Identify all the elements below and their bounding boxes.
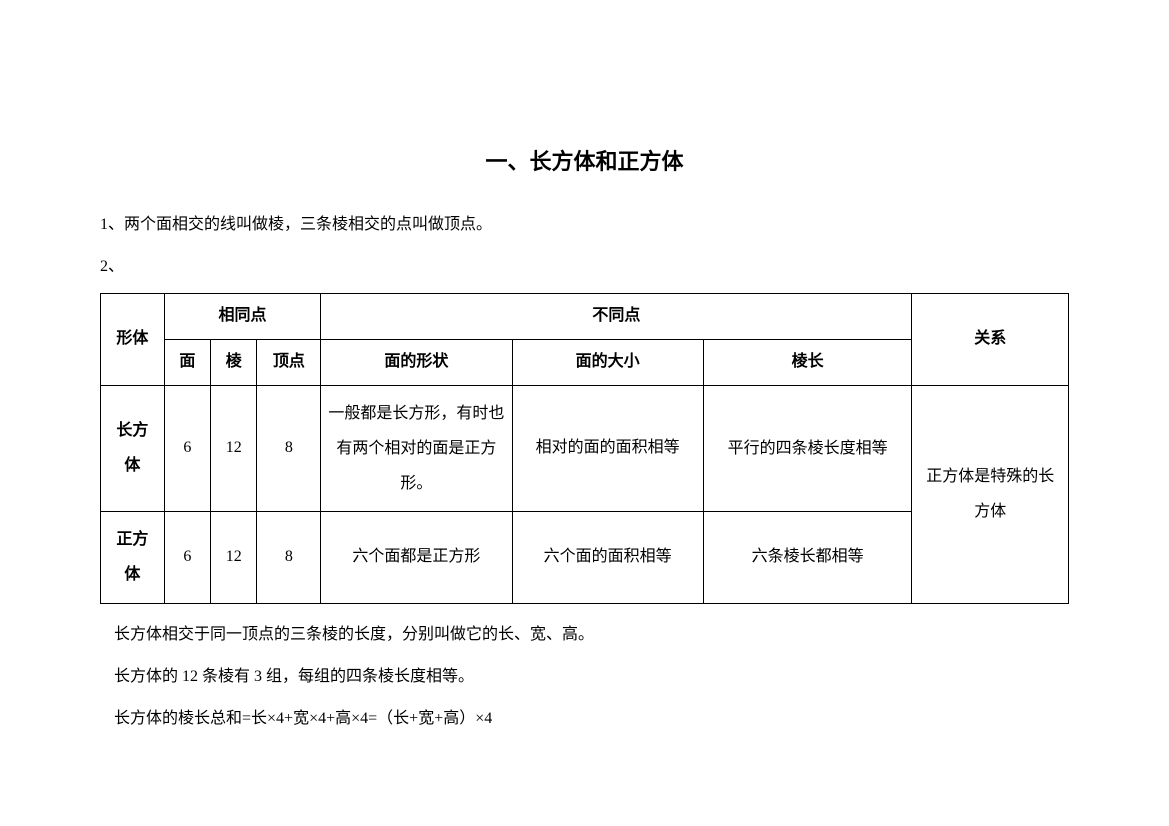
row1-face-size: 六个面的面积相等 [512, 512, 703, 603]
header-face: 面 [164, 339, 210, 385]
header-vertex: 顶点 [257, 339, 321, 385]
paragraph-5: 长方体的棱长总和=长×4+宽×4+高×4=（长+宽+高）×4 [100, 703, 1069, 735]
header-face-size: 面的大小 [512, 339, 703, 385]
paragraph-1: 1、两个面相交的线叫做棱，三条棱相交的点叫做顶点。 [100, 209, 1069, 241]
row1-shape: 正方体 [101, 512, 165, 603]
header-edge-len: 棱长 [703, 339, 912, 385]
row0-vertex: 8 [257, 385, 321, 512]
row0-shape: 长方体 [101, 385, 165, 512]
paragraph-3: 长方体相交于同一顶点的三条棱的长度，分别叫做它的长、宽、高。 [100, 619, 1069, 651]
row1-vertex: 8 [257, 512, 321, 603]
comparison-table: 形体 相同点 不同点 关系 面 棱 顶点 面的形状 面的大小 棱长 长方体 6 … [100, 293, 1069, 604]
row0-edge-len: 平行的四条棱长度相等 [703, 385, 912, 512]
header-relation: 关系 [912, 294, 1069, 386]
row0-edge: 12 [211, 385, 257, 512]
header-diff: 不同点 [321, 294, 912, 340]
paragraph-2: 2、 [100, 251, 1069, 283]
header-shape: 形体 [101, 294, 165, 386]
table-row: 长方体 6 12 8 一般都是长方形，有时也有两个相对的面是正方形。 相对的面的… [101, 385, 1069, 512]
row0-face-shape: 一般都是长方形，有时也有两个相对的面是正方形。 [321, 385, 512, 512]
row1-edge: 12 [211, 512, 257, 603]
row1-face-shape: 六个面都是正方形 [321, 512, 512, 603]
header-same: 相同点 [164, 294, 320, 340]
paragraph-4: 长方体的 12 条棱有 3 组，每组的四条棱长度相等。 [100, 661, 1069, 693]
row0-face-size: 相对的面的面积相等 [512, 385, 703, 512]
row1-face: 6 [164, 512, 210, 603]
row1-edge-len: 六条棱长都相等 [703, 512, 912, 603]
row0-face: 6 [164, 385, 210, 512]
header-edge: 棱 [211, 339, 257, 385]
relation-cell: 正方体是特殊的长方体 [912, 385, 1069, 603]
page-title: 一、长方体和正方体 [100, 140, 1069, 184]
header-face-shape: 面的形状 [321, 339, 512, 385]
